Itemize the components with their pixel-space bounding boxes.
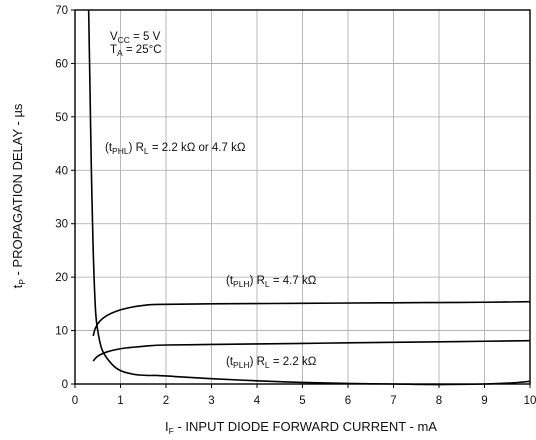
y-tick-label: 0 — [62, 379, 68, 391]
curve-tplh-2k2 — [92, 339, 531, 362]
condition-ta: TA = 25°C — [110, 44, 162, 58]
x-tick-label: 3 — [208, 395, 214, 407]
axis-ticks: 0 1 2 3 4 5 6 7 8 9 10 0 10 20 30 40 50 60 70 — [55, 5, 536, 407]
x-tick-label: 1 — [117, 395, 123, 407]
condition-vcc: VCC = 5 V — [110, 31, 161, 45]
y-tick-label: 60 — [55, 58, 68, 70]
y-axis-title: tP - PROPAGATION DELAY - µs — [10, 103, 27, 288]
series-label-tphl: (tPHL) RL = 2.2 kΩ or 4.7 kΩ — [105, 142, 246, 156]
y-tick-label: 50 — [55, 112, 68, 124]
x-tick-label: 4 — [254, 395, 261, 407]
series-label-tplh-2k2: (tPLH) RL = 2.2 kΩ — [226, 356, 317, 370]
x-tick-label: 5 — [299, 395, 305, 407]
x-tick-label: 9 — [481, 395, 487, 407]
x-tick-label: 6 — [345, 395, 351, 407]
grid-lines — [75, 10, 530, 384]
curve-tphl — [87, 9, 531, 386]
x-tick-label: 2 — [163, 395, 169, 407]
y-tick-label: 20 — [55, 272, 68, 284]
x-tick-label: 10 — [524, 395, 536, 407]
data-curves — [87, 9, 531, 386]
y-tick-label: 30 — [55, 219, 68, 231]
y-tick-label: 70 — [55, 5, 68, 17]
curve-tplh-4k7 — [92, 300, 531, 337]
x-tick-label: 0 — [72, 395, 78, 407]
x-tick-label: 8 — [436, 395, 442, 407]
y-tick-label: 40 — [55, 165, 68, 177]
x-axis-title: IF - INPUT DIODE FORWARD CURRENT - mA — [165, 419, 437, 436]
series-label-tplh-4k7: (tPLH) RL = 4.7 kΩ — [226, 275, 317, 289]
x-tick-label: 7 — [390, 395, 396, 407]
y-tick-label: 10 — [55, 326, 68, 338]
